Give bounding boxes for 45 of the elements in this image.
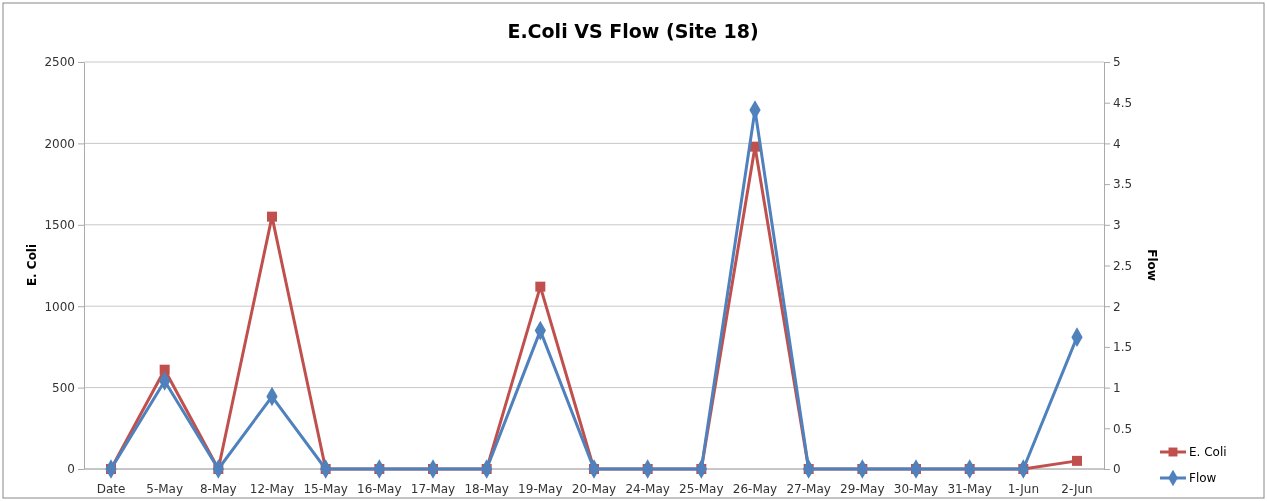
x-tick-label: 19-May bbox=[518, 482, 563, 496]
y2-tick-label: 3.5 bbox=[1113, 177, 1133, 192]
x-tick-label: 17-May bbox=[410, 482, 456, 496]
x-tick-label: 29-May bbox=[840, 482, 885, 496]
y2-tick-label: 2 bbox=[1113, 299, 1121, 314]
x-tick-label: 26-May bbox=[732, 482, 778, 496]
y2-axis-title: Flow bbox=[1145, 249, 1159, 281]
y2-tick-label: 4.5 bbox=[1113, 96, 1133, 111]
x-tick-label: 8-May bbox=[199, 482, 237, 496]
y-tick-label: 2500 bbox=[44, 55, 75, 70]
x-tick-label: 15-May bbox=[303, 482, 348, 496]
x-tick-label: 25-May bbox=[679, 482, 724, 496]
x-tick-label: Date bbox=[96, 482, 126, 496]
x-tick-label: 18-May bbox=[464, 482, 509, 496]
point bbox=[535, 281, 546, 292]
y-axis-title: E. Coli bbox=[25, 243, 39, 287]
x-tick-label: 27-May bbox=[786, 482, 831, 496]
legend-label: E. Coli bbox=[1189, 445, 1227, 459]
point bbox=[159, 364, 170, 375]
y2-tick-label: 4 bbox=[1113, 136, 1121, 151]
y-tick-label: 0 bbox=[67, 462, 75, 477]
x-tick-label: 30-May bbox=[893, 482, 939, 496]
x-tick-label: 31-May bbox=[947, 482, 992, 496]
x-tick-label: 20-May bbox=[571, 482, 617, 496]
y2-tick-label: 5 bbox=[1113, 55, 1121, 70]
y2-tick-label: 2.5 bbox=[1113, 258, 1133, 273]
y-tick-label: 1500 bbox=[44, 218, 75, 233]
y-tick-label: 2000 bbox=[44, 136, 75, 151]
x-tick-label: 16-May bbox=[357, 482, 402, 496]
y-tick-label: 500 bbox=[52, 380, 75, 395]
y2-tick-label: 0.5 bbox=[1113, 421, 1133, 436]
x-tick-label: 24-May bbox=[625, 482, 670, 496]
chart-title: E.Coli VS Flow (Site 18) bbox=[507, 20, 759, 42]
legend-label: Flow bbox=[1189, 471, 1217, 485]
x-tick-label: 1-Jun bbox=[1007, 482, 1040, 496]
x-tick-label: 2-Jun bbox=[1061, 482, 1093, 496]
y2-tick-label: 1.5 bbox=[1113, 340, 1133, 355]
y-tick-label: 1000 bbox=[44, 299, 75, 314]
y2-tick-label: 3 bbox=[1113, 218, 1121, 233]
y2-tick-label: 1 bbox=[1113, 380, 1121, 395]
point bbox=[1072, 455, 1082, 466]
point bbox=[267, 211, 277, 222]
y2-tick-label: 0 bbox=[1113, 462, 1121, 477]
x-tick-label: 12-May bbox=[249, 482, 295, 496]
x-tick-label: 5-May bbox=[146, 482, 184, 496]
